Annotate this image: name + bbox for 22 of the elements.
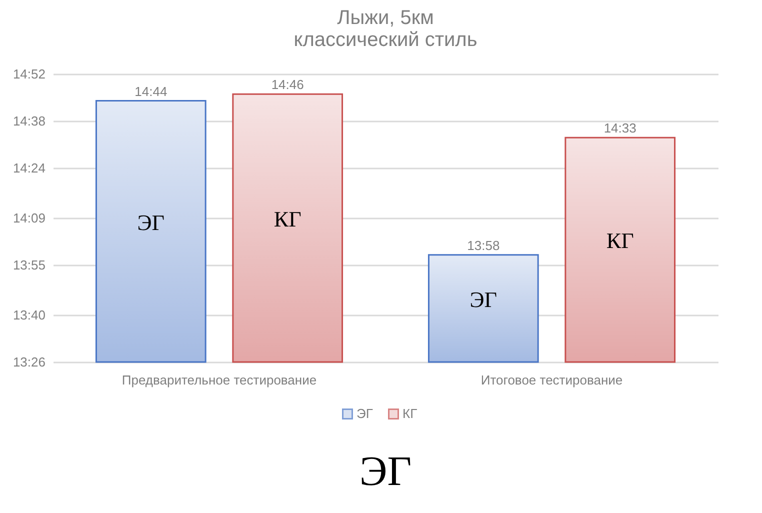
legend-label: КГ <box>402 406 418 421</box>
x-tick-label: Итоговое тестирование <box>480 372 623 388</box>
x-tick-label: Предварительное тестирование <box>122 372 317 388</box>
data-label: 14:33 <box>604 120 636 136</box>
y-tick-label: 13:26 <box>12 354 46 370</box>
annotation: ЭГ <box>470 286 498 312</box>
annotation: КГ <box>274 206 302 232</box>
data-label: 14:44 <box>134 84 168 99</box>
annotation: КГ <box>606 228 634 254</box>
data-label: 14:46 <box>271 77 304 92</box>
y-tick-label: 14:52 <box>12 66 46 82</box>
annotation: ЭГ <box>137 210 165 235</box>
text: классический стиль <box>294 29 478 51</box>
y-tick-label: 13:40 <box>12 308 46 323</box>
legend-label: ЭГ <box>356 406 373 421</box>
text: Лыжи, 5км <box>337 7 434 29</box>
y-tick-label: 13:55 <box>12 257 46 272</box>
y-tick-label: 14:09 <box>12 210 46 226</box>
y-tick-label: 14:24 <box>12 160 46 176</box>
text: ЭГ <box>359 449 412 495</box>
data-label: 13:58 <box>467 238 500 253</box>
y-tick-label: 14:38 <box>12 113 46 128</box>
